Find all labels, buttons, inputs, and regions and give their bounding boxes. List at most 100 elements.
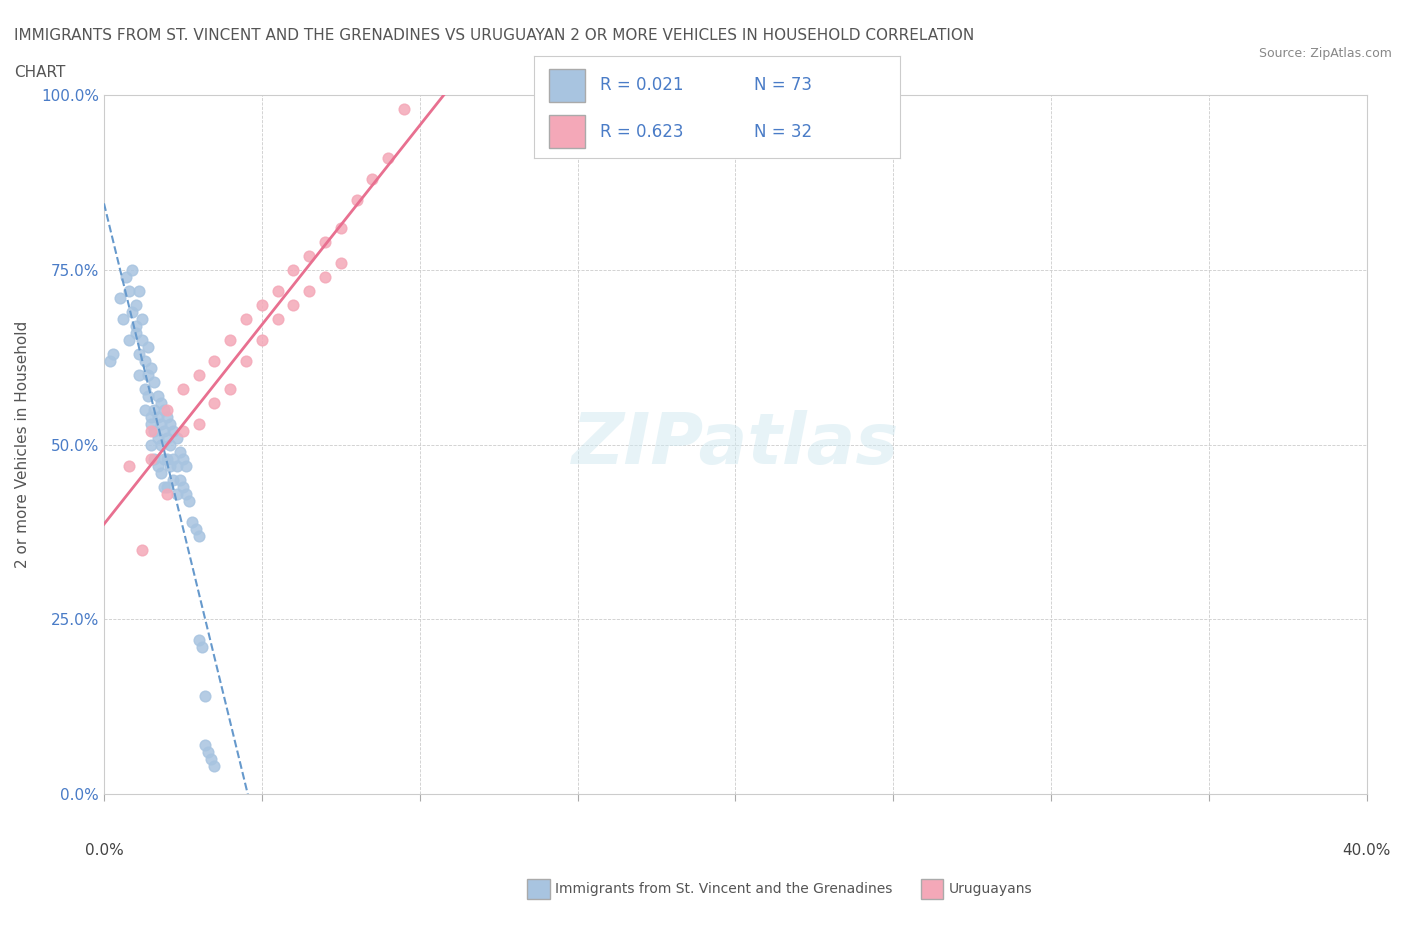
Point xyxy=(141,417,163,432)
Y-axis label: 2 or more Vehicles in Household: 2 or more Vehicles in Household xyxy=(15,321,30,568)
Point xyxy=(204,353,226,368)
Point xyxy=(219,381,242,396)
Point xyxy=(141,409,163,424)
Text: IMMIGRANTS FROM ST. VINCENT AND THE GRENADINES VS URUGUAYAN 2 OR MORE VEHICLES I: IMMIGRANTS FROM ST. VINCENT AND THE GREN… xyxy=(14,28,974,43)
Point xyxy=(250,298,273,312)
Point xyxy=(153,423,176,438)
Point xyxy=(266,312,288,326)
Point xyxy=(153,403,176,418)
Point xyxy=(141,437,163,452)
Point xyxy=(159,437,181,452)
Point xyxy=(98,353,121,368)
Point xyxy=(141,451,163,466)
Text: CHART: CHART xyxy=(14,65,66,80)
Point xyxy=(131,312,153,326)
Point xyxy=(156,451,179,466)
Point xyxy=(172,479,194,494)
Point xyxy=(162,451,184,466)
Text: Source: ZipAtlas.com: Source: ZipAtlas.com xyxy=(1258,46,1392,60)
Point xyxy=(194,689,217,704)
Point xyxy=(298,248,321,263)
Point xyxy=(187,417,209,432)
Text: R = 0.623: R = 0.623 xyxy=(600,123,683,140)
Point xyxy=(103,347,125,362)
Point xyxy=(141,423,163,438)
Point xyxy=(204,395,226,410)
Point xyxy=(179,493,201,508)
Point xyxy=(283,298,305,312)
Point xyxy=(361,172,384,187)
Point xyxy=(298,284,321,299)
Point xyxy=(169,445,191,459)
Point xyxy=(156,409,179,424)
FancyBboxPatch shape xyxy=(548,115,585,148)
Point xyxy=(156,403,179,418)
Point xyxy=(156,431,179,445)
Point xyxy=(174,486,197,501)
Point xyxy=(187,528,209,543)
Point xyxy=(219,333,242,348)
Point xyxy=(118,333,141,348)
Point xyxy=(235,312,257,326)
Point xyxy=(153,451,176,466)
Point xyxy=(159,458,181,473)
Point xyxy=(143,375,166,390)
Point xyxy=(174,458,197,473)
Point xyxy=(250,333,273,348)
Text: Uruguayans: Uruguayans xyxy=(949,882,1032,897)
Text: Immigrants from St. Vincent and the Grenadines: Immigrants from St. Vincent and the Gren… xyxy=(555,882,893,897)
Point xyxy=(204,759,226,774)
Point xyxy=(134,381,156,396)
Point xyxy=(136,389,159,404)
Point xyxy=(149,395,172,410)
FancyBboxPatch shape xyxy=(548,69,585,102)
Point xyxy=(124,318,146,333)
Point xyxy=(136,339,159,354)
Point xyxy=(146,458,169,473)
Point xyxy=(131,542,153,557)
Point xyxy=(172,423,194,438)
Point xyxy=(181,514,204,529)
Point xyxy=(172,381,194,396)
Point xyxy=(143,403,166,418)
Point xyxy=(314,234,336,249)
Point xyxy=(111,312,134,326)
Point xyxy=(134,403,156,418)
Point xyxy=(200,751,222,766)
Point xyxy=(162,472,184,487)
Point xyxy=(329,256,352,271)
Point xyxy=(166,431,188,445)
Point xyxy=(166,458,188,473)
Point xyxy=(283,262,305,277)
Point xyxy=(128,284,150,299)
Point xyxy=(159,417,181,432)
Point xyxy=(169,472,191,487)
Text: N = 32: N = 32 xyxy=(754,123,811,140)
Point xyxy=(235,353,257,368)
Point xyxy=(156,479,179,494)
Point xyxy=(266,284,288,299)
Point xyxy=(377,151,399,166)
Point xyxy=(118,458,141,473)
Point xyxy=(143,423,166,438)
Point xyxy=(149,417,172,432)
Point xyxy=(314,270,336,285)
Point xyxy=(131,333,153,348)
Point xyxy=(191,640,214,655)
Point xyxy=(197,745,219,760)
Point xyxy=(166,486,188,501)
Point xyxy=(115,270,138,285)
Point xyxy=(128,367,150,382)
Point xyxy=(149,437,172,452)
Point xyxy=(146,409,169,424)
Point xyxy=(124,298,146,312)
Text: R = 0.021: R = 0.021 xyxy=(600,76,683,95)
Point xyxy=(346,193,368,207)
Point xyxy=(118,284,141,299)
Point xyxy=(143,451,166,466)
Point xyxy=(172,451,194,466)
Point xyxy=(146,389,169,404)
Point xyxy=(136,367,159,382)
Text: ZIPatlas: ZIPatlas xyxy=(572,410,898,479)
Point xyxy=(392,102,415,117)
